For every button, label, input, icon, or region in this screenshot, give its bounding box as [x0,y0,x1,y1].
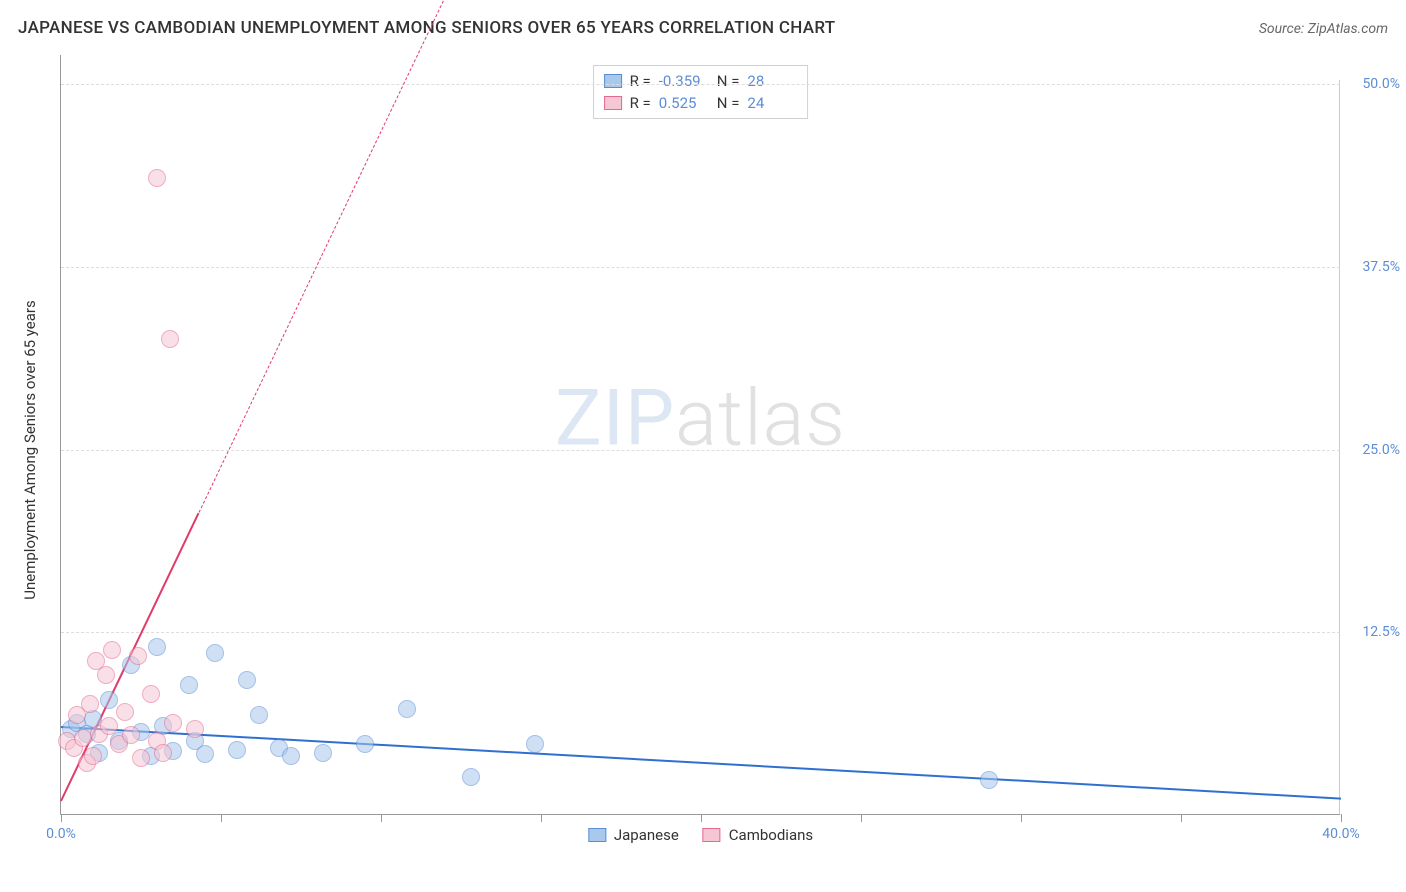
legend-series-item: Japanese [588,826,679,844]
data-point [81,695,99,713]
y-axis-label: Unemployment Among Seniors over 65 years [21,300,39,599]
data-point [116,703,134,721]
x-tick [1021,814,1022,822]
data-point [84,747,102,765]
x-tick-label: 40.0% [1322,826,1360,842]
gridline-h [61,632,1340,633]
legend-r-value: -0.359 [659,72,709,90]
x-tick [701,814,702,822]
y-tick-label: 12.5% [1362,624,1400,640]
watermark: ZIPatlas [555,374,846,465]
plot-right-border [1339,80,1340,814]
data-point [97,666,115,684]
watermark-atlas: atlas [675,374,846,465]
x-tick [861,814,862,822]
x-tick [221,814,222,822]
chart-header: JAPANESE VS CAMBODIAN UNEMPLOYMENT AMONG… [18,18,1388,38]
trend-line [61,726,1341,800]
data-point [161,330,179,348]
data-point [314,744,332,762]
chart-container: Unemployment Among Seniors over 65 years… [50,55,1360,845]
plot-area: ZIPatlas R =-0.359N =28R =0.525N =24 Jap… [60,55,1340,815]
data-point [142,685,160,703]
data-point [100,691,118,709]
watermark-zip: ZIP [555,374,675,465]
data-point [122,726,140,744]
gridline-h [61,267,1340,268]
chart-source: Source: ZipAtlas.com [1259,21,1388,37]
data-point [100,717,118,735]
legend-series: Japanese Cambodians [588,826,813,844]
data-point [132,749,150,767]
x-tick [1341,814,1342,822]
data-point [462,768,480,786]
data-point [356,735,374,753]
legend-stats: R = -0.359 N = 28 R = 0.525 N = 24 [593,65,809,119]
legend-stats-row: R = -0.359 N = 28 [604,70,798,92]
gridline-h [61,84,1340,85]
legend-n-value: 24 [747,94,797,112]
data-point [154,744,172,762]
data-point [186,720,204,738]
trend-line-dashed [198,0,445,513]
legend-swatch [604,74,622,88]
legend-r-value: 0.525 [659,94,709,112]
data-point [238,671,256,689]
data-point [206,644,224,662]
data-point [250,706,268,724]
x-tick [541,814,542,822]
data-point [148,638,166,656]
y-tick-label: 25.0% [1362,442,1400,458]
legend-n-value: 28 [747,72,797,90]
legend-series-label: Cambodians [729,826,813,844]
data-point [282,747,300,765]
data-point [526,735,544,753]
legend-r-label: R = [630,94,651,112]
legend-n-label: N = [717,94,740,112]
data-point [398,700,416,718]
data-point [103,641,121,659]
legend-swatch [703,828,721,842]
data-point [980,771,998,789]
data-point [196,745,214,763]
x-tick [381,814,382,822]
legend-series-label: Japanese [614,826,679,844]
data-point [164,714,182,732]
data-point [228,741,246,759]
legend-swatch [588,828,606,842]
gridline-h [61,450,1340,451]
x-tick [61,814,62,822]
x-tick [1181,814,1182,822]
legend-stats-row: R = 0.525 N = 24 [604,92,798,114]
legend-r-label: R = [630,72,651,90]
y-tick-label: 37.5% [1362,259,1400,275]
y-tick-label: 50.0% [1362,76,1400,92]
data-point [148,169,166,187]
data-point [180,676,198,694]
legend-n-label: N = [717,72,740,90]
data-point [129,647,147,665]
legend-swatch [604,96,622,110]
x-tick-label: 0.0% [46,826,76,842]
legend-series-item: Cambodians [703,826,813,844]
